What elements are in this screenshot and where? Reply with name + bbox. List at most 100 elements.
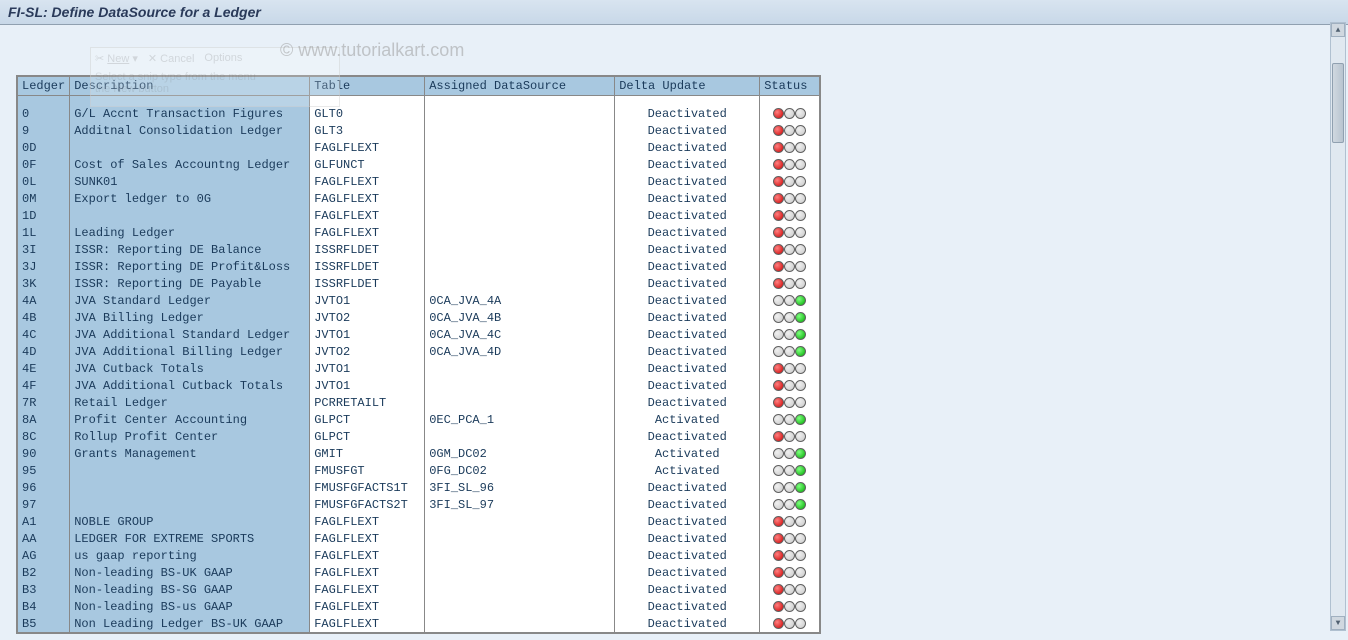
table-row[interactable]: 8CRollup Profit CenterGLPCTDeactivated xyxy=(17,429,820,446)
col-header-status[interactable]: Status xyxy=(760,76,820,96)
cell-description[interactable]: JVA Additional Billing Ledger xyxy=(70,344,310,361)
cell-delta[interactable]: Deactivated xyxy=(615,259,760,276)
cell-description[interactable]: Leading Ledger xyxy=(70,225,310,242)
cell-table[interactable]: GLFUNCT xyxy=(310,157,425,174)
table-row[interactable]: 0FCost of Sales Accountng LedgerGLFUNCTD… xyxy=(17,157,820,174)
cell-datasource[interactable] xyxy=(425,157,615,174)
cell-table[interactable]: JVTO1 xyxy=(310,361,425,378)
cell-status[interactable] xyxy=(760,565,820,582)
cell-description[interactable]: G/L Accnt Transaction Figures xyxy=(70,106,310,123)
cell-status[interactable] xyxy=(760,259,820,276)
cell-description[interactable]: Grants Management xyxy=(70,446,310,463)
cell-ledger[interactable]: 90 xyxy=(17,446,70,463)
cell-ledger[interactable]: 4F xyxy=(17,378,70,395)
cell-delta[interactable]: Deactivated xyxy=(615,429,760,446)
cell-table[interactable]: FAGLFLEXT xyxy=(310,140,425,157)
cell-description[interactable]: Rollup Profit Center xyxy=(70,429,310,446)
cell-ledger[interactable]: 96 xyxy=(17,480,70,497)
table-row[interactable]: 0DFAGLFLEXTDeactivated xyxy=(17,140,820,157)
table-row[interactable]: 3IISSR: Reporting DE BalanceISSRFLDETDea… xyxy=(17,242,820,259)
cell-description[interactable]: LEDGER FOR EXTREME SPORTS xyxy=(70,531,310,548)
cell-table[interactable]: JVTO1 xyxy=(310,378,425,395)
cell-delta[interactable]: Deactivated xyxy=(615,123,760,140)
cell-table[interactable]: FAGLFLEXT xyxy=(310,565,425,582)
cell-ledger[interactable]: 0M xyxy=(17,191,70,208)
cell-ledger[interactable]: B3 xyxy=(17,582,70,599)
table-row[interactable]: 4BJVA Billing LedgerJVTO20CA_JVA_4BDeact… xyxy=(17,310,820,327)
cell-description[interactable]: JVA Cutback Totals xyxy=(70,361,310,378)
table-row[interactable]: 97FMUSFGFACTS2T3FI_SL_97Deactivated xyxy=(17,497,820,514)
cell-delta[interactable]: Deactivated xyxy=(615,327,760,344)
cell-description[interactable]: JVA Billing Ledger xyxy=(70,310,310,327)
cell-delta[interactable]: Activated xyxy=(615,463,760,480)
scroll-down-arrow[interactable]: ▼ xyxy=(1331,616,1345,630)
cell-datasource[interactable] xyxy=(425,361,615,378)
cell-description[interactable]: Non-leading BS-SG GAAP xyxy=(70,582,310,599)
cell-status[interactable] xyxy=(760,344,820,361)
cell-status[interactable] xyxy=(760,599,820,616)
cell-datasource[interactable] xyxy=(425,191,615,208)
cell-table[interactable]: FAGLFLEXT xyxy=(310,582,425,599)
cell-datasource[interactable]: 3FI_SL_97 xyxy=(425,497,615,514)
cell-delta[interactable]: Deactivated xyxy=(615,276,760,293)
cell-delta[interactable]: Deactivated xyxy=(615,565,760,582)
cell-delta[interactable]: Deactivated xyxy=(615,174,760,191)
cell-datasource[interactable] xyxy=(425,514,615,531)
cell-ledger[interactable]: 9 xyxy=(17,123,70,140)
cell-ledger[interactable]: 0D xyxy=(17,140,70,157)
cell-delta[interactable]: Deactivated xyxy=(615,378,760,395)
cell-table[interactable]: GLT3 xyxy=(310,123,425,140)
cell-status[interactable] xyxy=(760,242,820,259)
cell-datasource[interactable] xyxy=(425,395,615,412)
cell-ledger[interactable]: B5 xyxy=(17,616,70,633)
cell-datasource[interactable]: 0CA_JVA_4D xyxy=(425,344,615,361)
cell-table[interactable]: PCRRETAILT xyxy=(310,395,425,412)
cell-status[interactable] xyxy=(760,276,820,293)
cell-status[interactable] xyxy=(760,429,820,446)
cell-ledger[interactable]: 4A xyxy=(17,293,70,310)
cell-delta[interactable]: Deactivated xyxy=(615,191,760,208)
table-row[interactable]: 1DFAGLFLEXTDeactivated xyxy=(17,208,820,225)
cell-delta[interactable]: Deactivated xyxy=(615,106,760,123)
col-header-description[interactable]: Description xyxy=(70,76,310,96)
cell-ledger[interactable]: 0F xyxy=(17,157,70,174)
scroll-up-arrow[interactable]: ▲ xyxy=(1331,23,1345,37)
cell-table[interactable]: FAGLFLEXT xyxy=(310,174,425,191)
cell-ledger[interactable]: AG xyxy=(17,548,70,565)
cell-description[interactable]: Retail Ledger xyxy=(70,395,310,412)
cell-delta[interactable]: Deactivated xyxy=(615,599,760,616)
cell-datasource[interactable] xyxy=(425,140,615,157)
cell-datasource[interactable]: 0CA_JVA_4A xyxy=(425,293,615,310)
cell-status[interactable] xyxy=(760,327,820,344)
cell-ledger[interactable]: 8A xyxy=(17,412,70,429)
cell-table[interactable]: ISSRFLDET xyxy=(310,276,425,293)
cell-description[interactable]: SUNK01 xyxy=(70,174,310,191)
cell-table[interactable]: JVTO1 xyxy=(310,327,425,344)
cell-status[interactable] xyxy=(760,378,820,395)
cell-ledger[interactable]: 4E xyxy=(17,361,70,378)
cell-ledger[interactable]: 1D xyxy=(17,208,70,225)
cell-status[interactable] xyxy=(760,225,820,242)
cell-table[interactable]: JVTO2 xyxy=(310,310,425,327)
cell-status[interactable] xyxy=(760,191,820,208)
cell-description[interactable]: NOBLE GROUP xyxy=(70,514,310,531)
cell-status[interactable] xyxy=(760,548,820,565)
cell-status[interactable] xyxy=(760,395,820,412)
cell-status[interactable] xyxy=(760,174,820,191)
cell-datasource[interactable] xyxy=(425,378,615,395)
cell-delta[interactable]: Deactivated xyxy=(615,208,760,225)
cell-status[interactable] xyxy=(760,582,820,599)
cell-datasource[interactable] xyxy=(425,548,615,565)
cell-delta[interactable]: Activated xyxy=(615,446,760,463)
cell-delta[interactable]: Deactivated xyxy=(615,225,760,242)
cell-description[interactable]: JVA Additional Standard Ledger xyxy=(70,327,310,344)
cell-datasource[interactable] xyxy=(425,259,615,276)
cell-datasource[interactable] xyxy=(425,225,615,242)
cell-delta[interactable]: Deactivated xyxy=(615,395,760,412)
table-row[interactable]: 4DJVA Additional Billing LedgerJVTO20CA_… xyxy=(17,344,820,361)
table-row[interactable]: B5Non Leading Ledger BS-UK GAAPFAGLFLEXT… xyxy=(17,616,820,633)
table-row[interactable]: 3JISSR: Reporting DE Profit&LossISSRFLDE… xyxy=(17,259,820,276)
table-row[interactable]: 7RRetail LedgerPCRRETAILTDeactivated xyxy=(17,395,820,412)
cell-description[interactable]: ISSR: Reporting DE Profit&Loss xyxy=(70,259,310,276)
cell-table[interactable]: GMIT xyxy=(310,446,425,463)
